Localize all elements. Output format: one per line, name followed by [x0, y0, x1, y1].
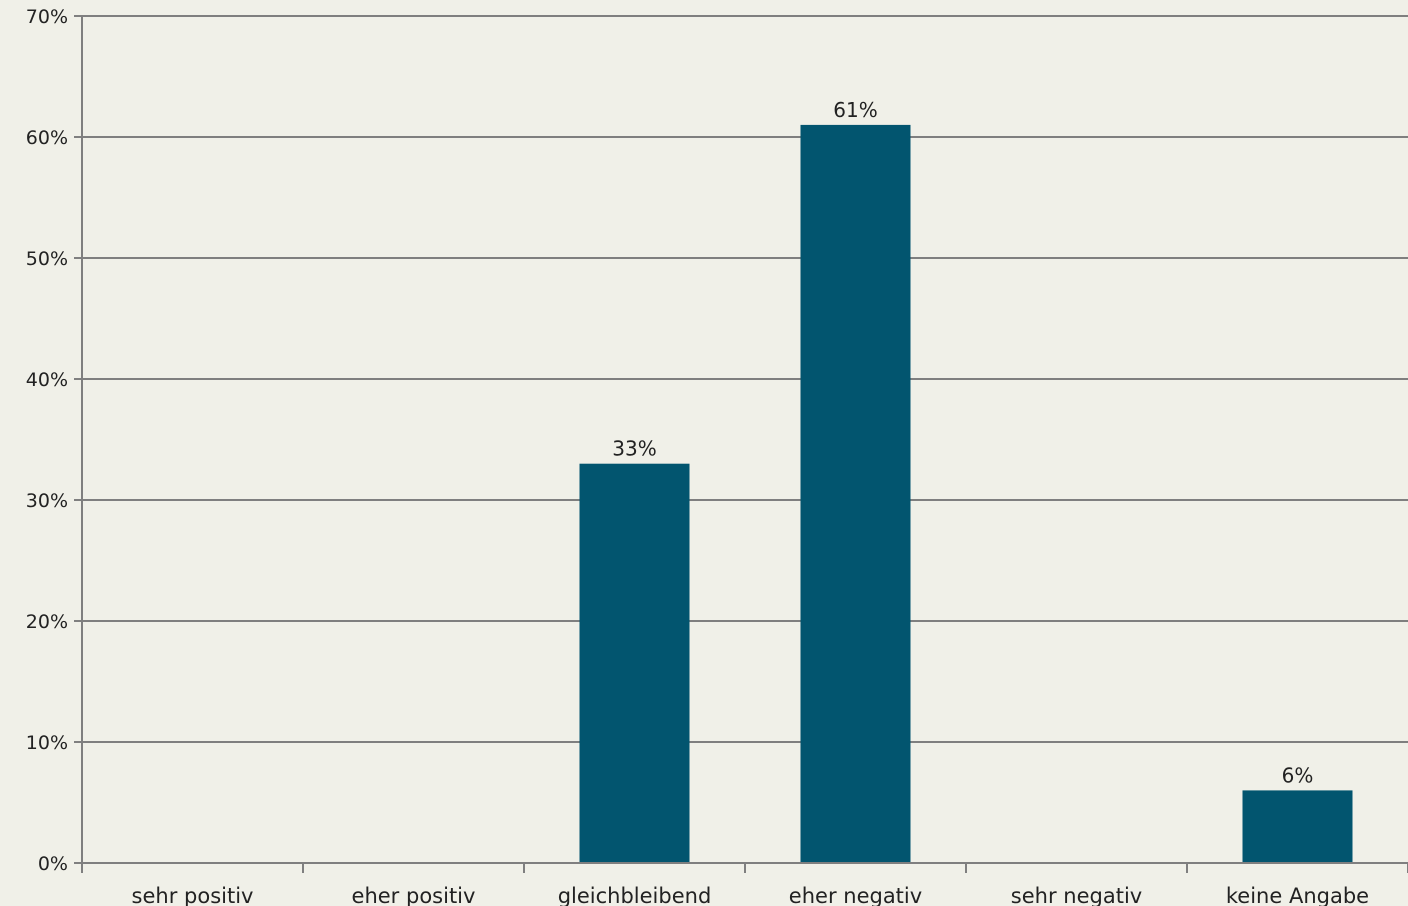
data-label: 33%: [612, 437, 656, 461]
bar: [1242, 790, 1353, 863]
x-tick-label: keine Angabe: [1226, 884, 1369, 906]
bars: [579, 124, 1353, 863]
y-tick-label: 40%: [26, 369, 68, 391]
y-tick-label: 0%: [38, 853, 68, 875]
y-tick-label: 60%: [26, 127, 68, 149]
data-label: 61%: [833, 98, 877, 122]
bar: [579, 463, 690, 863]
y-tick-label: 10%: [26, 732, 68, 754]
x-tick-label: eher positiv: [352, 884, 476, 906]
y-tick-label: 70%: [26, 6, 68, 28]
x-tick-label: gleichbleibend: [558, 884, 712, 906]
bar: [800, 124, 911, 863]
x-tick-label: sehr positiv: [132, 884, 254, 906]
y-tick-label: 50%: [26, 248, 68, 270]
data-label: 6%: [1282, 763, 1314, 787]
x-tick-label: sehr negativ: [1011, 884, 1142, 906]
y-tick-label: 20%: [26, 611, 68, 633]
y-tick-label: 30%: [26, 490, 68, 512]
labels: 0% 10% 20% 30% 40% 50% 60% 70% 33% 61% 6% sehr posi…: [26, 6, 1369, 906]
x-tick-label: eher negativ: [789, 884, 922, 906]
gridlines: [74, 15, 1408, 864]
axes: [81, 16, 1408, 873]
